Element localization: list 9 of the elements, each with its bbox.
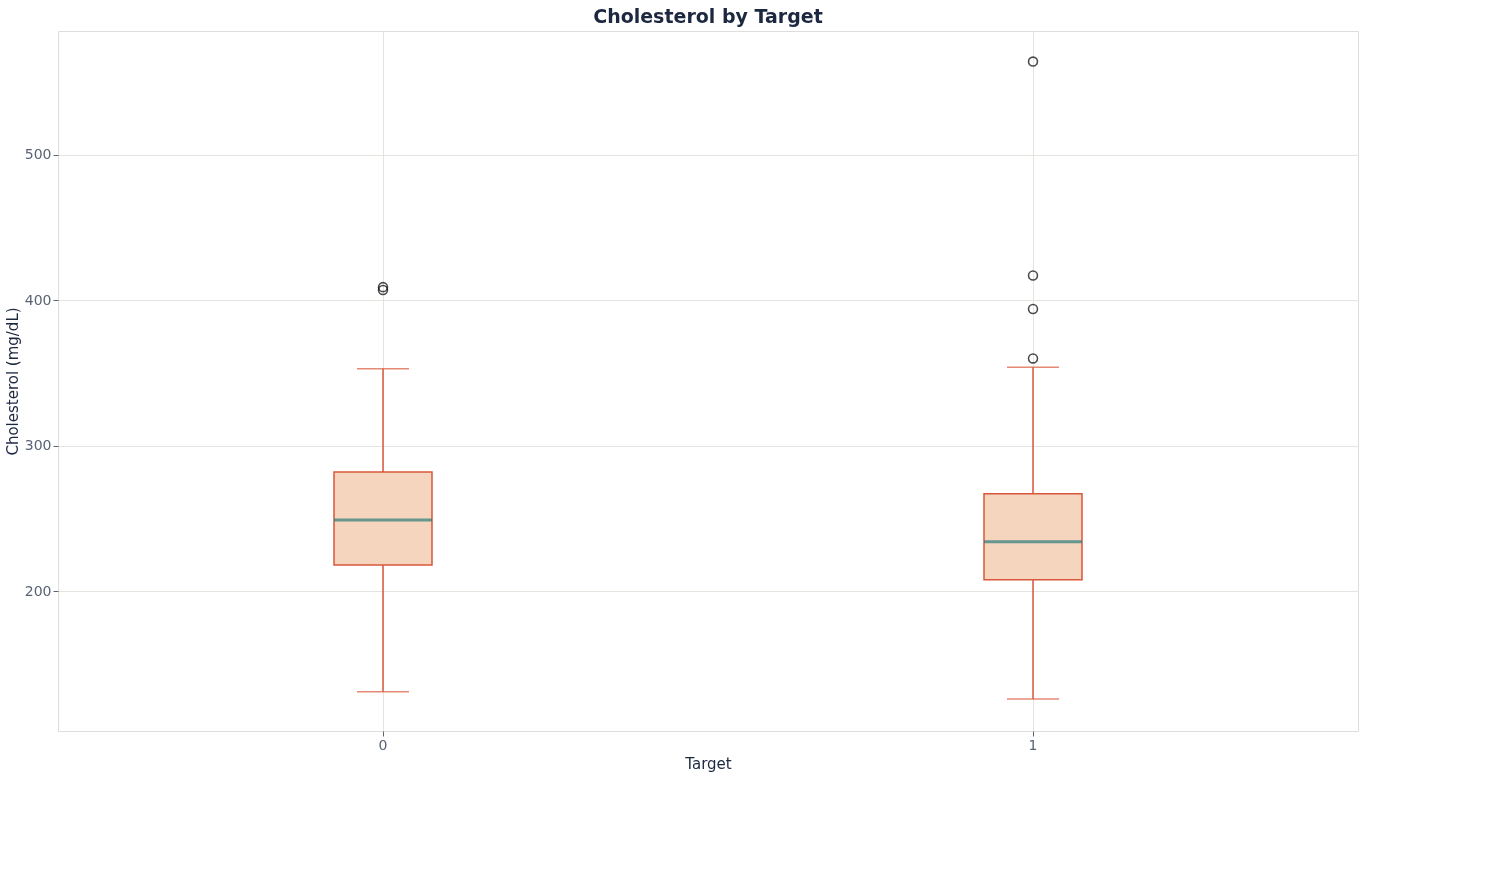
x-tick-label: 1 [1028,736,1038,753]
chart-title: Cholesterol by Target [593,5,823,27]
x-tick-label: 0 [378,736,388,753]
y-tick-label: 400 [24,291,52,308]
y-tick-label: 300 [24,437,52,454]
y-axis-title: Cholesterol (mg/dL) [3,307,22,456]
x-axis-title: Target [684,754,732,773]
y-tick-label: 200 [24,582,52,599]
y-tick-label: 500 [24,146,52,163]
